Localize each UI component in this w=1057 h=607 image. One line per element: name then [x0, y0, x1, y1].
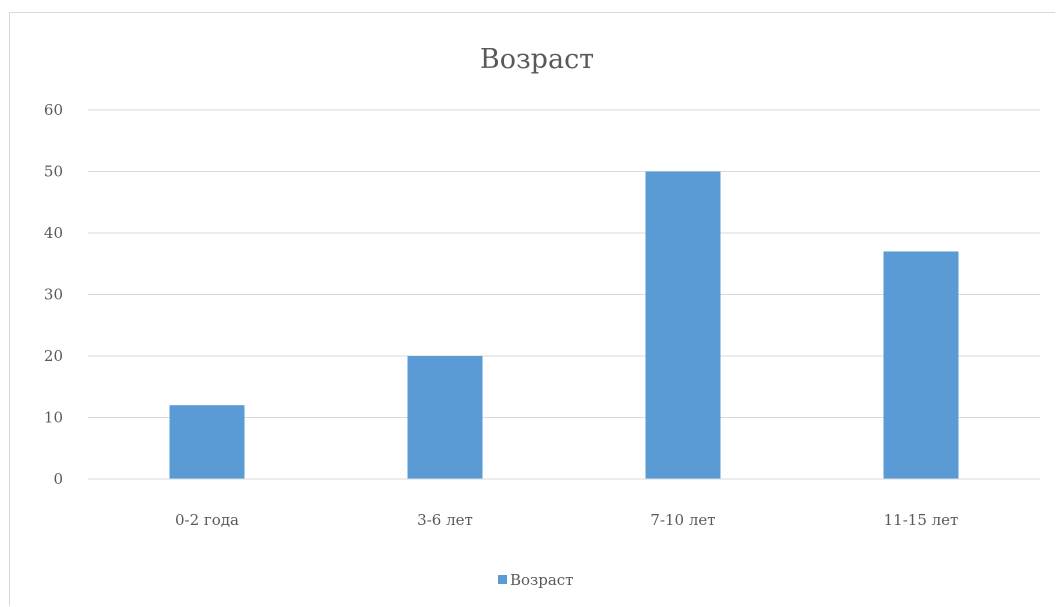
bar	[645, 171, 721, 479]
y-tick-label: 10	[44, 409, 63, 427]
y-tick-label: 60	[44, 101, 63, 119]
bar	[883, 251, 959, 479]
x-tick-label: 3-6 лет	[417, 511, 473, 529]
y-tick-label: 30	[44, 286, 63, 304]
legend: Возраст	[498, 571, 573, 589]
x-tick-label: 7-10 лет	[650, 511, 715, 529]
legend-label: Возраст	[510, 571, 573, 589]
bar	[169, 405, 245, 479]
chart-title: Возраст	[480, 44, 594, 75]
y-tick-label: 50	[44, 163, 63, 181]
legend-swatch	[498, 575, 507, 584]
y-axis-ticks: 0 10 20 30 40 50 60	[44, 101, 63, 488]
bar	[407, 356, 483, 479]
chart-frame	[9, 12, 1055, 606]
y-tick-label: 0	[53, 470, 63, 488]
gridlines	[88, 109, 1040, 418]
bars	[169, 171, 959, 479]
y-tick-label: 20	[44, 347, 63, 365]
x-axis-ticks: 0-2 года 3-6 лет 7-10 лет 11-15 лет	[175, 511, 958, 529]
x-tick-label: 0-2 года	[175, 511, 239, 529]
y-tick-label: 40	[44, 224, 63, 242]
x-tick-label: 11-15 лет	[884, 511, 959, 529]
